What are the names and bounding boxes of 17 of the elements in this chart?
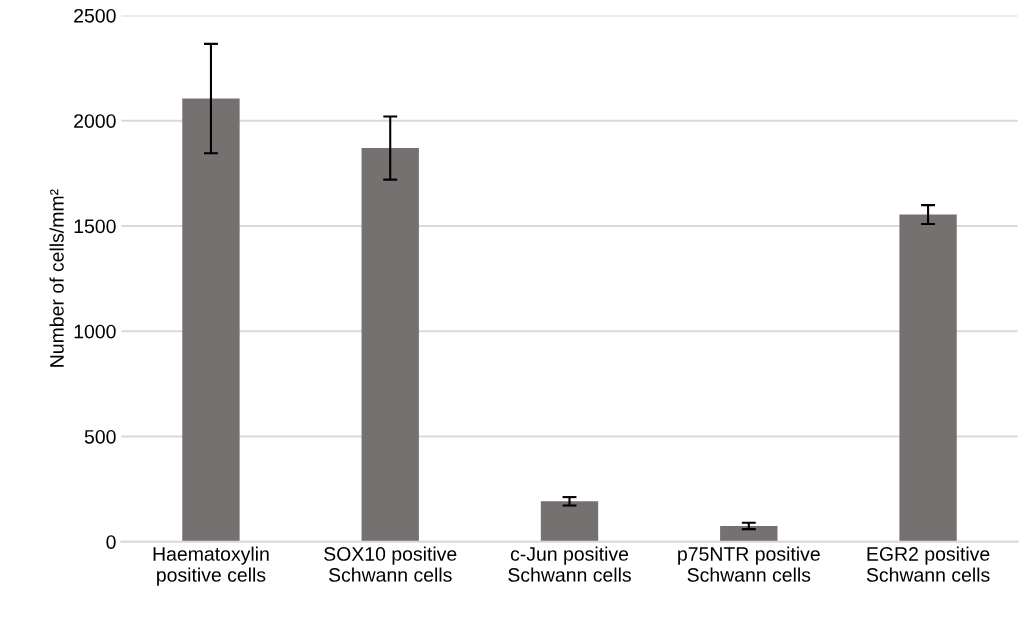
y-tick-label: 1000 <box>74 324 116 339</box>
x-tick-label: EGR2 positive Schwann cells <box>866 546 990 582</box>
y-axis-title: Number of cells/mm² <box>49 189 64 367</box>
x-tick-label: p75NTR positive Schwann cells <box>678 546 820 582</box>
y-tick-label: 0 <box>106 535 116 549</box>
bar <box>361 148 419 542</box>
bar <box>899 214 957 542</box>
y-tick-label: 500 <box>84 429 116 444</box>
bar <box>720 525 778 542</box>
y-tick-label: 2500 <box>74 8 116 23</box>
bar <box>182 98 240 542</box>
bar <box>540 501 599 542</box>
x-tick-label: c-Jun positive Schwann cells <box>508 546 631 582</box>
x-tick-label: SOX10 positive Schwann cells <box>324 546 457 582</box>
y-tick-label: 1500 <box>74 219 116 234</box>
y-tick-label: 2000 <box>74 114 116 128</box>
x-tick-label: Haematoxylin positive cells <box>153 546 269 586</box>
